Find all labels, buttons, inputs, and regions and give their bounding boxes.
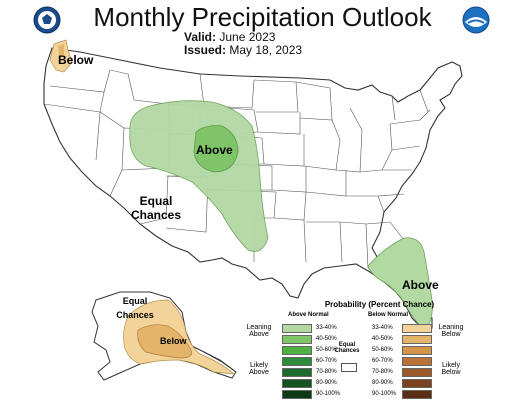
legend-likely-above-line2: Above xyxy=(249,369,269,376)
below-swatch-5 xyxy=(402,379,432,388)
above-swatch-6 xyxy=(282,390,312,399)
issued-value: May 18, 2023 xyxy=(229,43,303,57)
above-bin-label-5: 80-90% xyxy=(316,380,337,386)
above-bin-label-2: 50-60% xyxy=(316,347,337,353)
label-ak-equal-line2: Chances xyxy=(116,310,154,320)
legend-leaning-above-line2: Above xyxy=(249,331,269,338)
below-swatch-6 xyxy=(402,390,432,399)
above-swatch-2 xyxy=(282,346,312,355)
legend-likely-below-line1: Likely xyxy=(442,362,460,369)
valid-label: Valid: xyxy=(184,30,217,44)
above-bin-label-6: 90-100% xyxy=(316,391,341,397)
legend-equal-chances: Equal Chances xyxy=(334,342,360,354)
below-bin-label-5: 80-90% xyxy=(372,380,393,386)
legend-likely-above: Likely Above xyxy=(244,362,274,376)
label-ak-below: Below xyxy=(160,336,187,346)
below-swatch-3 xyxy=(402,357,432,366)
above-bin-label-4: 70-80% xyxy=(316,369,337,375)
legend-likely-below: Likely Below xyxy=(436,362,466,376)
legend-below-header: Below Normal xyxy=(368,312,409,318)
legend-above-header: Above Normal xyxy=(288,312,329,318)
label-equal-chances: Equal Chances xyxy=(126,194,186,222)
below-bin-label-0: 33-40% xyxy=(372,325,393,331)
valid-value: June 2023 xyxy=(219,30,276,44)
legend-equal-line2: Chances xyxy=(334,348,360,354)
above-bin-label-1: 40-50% xyxy=(316,336,337,342)
legend-title: Probability (Percent Chance) xyxy=(324,300,435,309)
below-swatch-1 xyxy=(402,335,432,344)
doc-seal-icon xyxy=(33,6,61,34)
below-bin-label-2: 50-60% xyxy=(372,347,393,353)
legend-leaning-below: Leaning Below xyxy=(436,324,466,338)
label-ak-equal-chances: Equal Chances xyxy=(110,294,160,322)
label-equal-line2: Chances xyxy=(130,208,182,222)
label-equal-line1: Equal xyxy=(139,194,173,208)
legend-leaning-above-line1: Leaning xyxy=(246,324,272,331)
valid-line: Valid: June 2023 xyxy=(184,30,275,44)
above-bin-label-3: 60-70% xyxy=(316,358,337,364)
above-swatch-5 xyxy=(282,379,312,388)
legend-equal-swatch xyxy=(341,363,357,372)
legend-likely-above-line1: Likely xyxy=(250,362,268,369)
label-below-nw: Below xyxy=(58,53,94,67)
above-core-central xyxy=(193,125,239,173)
legend-leaning-below-line2: Below xyxy=(441,331,461,338)
above-swatch-3 xyxy=(282,357,312,366)
label-above-center: Above xyxy=(196,143,233,157)
issued-label: Issued: xyxy=(184,43,227,57)
noaa-logo-icon xyxy=(462,6,490,34)
below-bin-label-4: 70-80% xyxy=(372,369,393,375)
above-swatch-4 xyxy=(282,368,312,377)
legend-leaning-above: Leaning Above xyxy=(244,324,274,338)
issued-line: Issued: May 18, 2023 xyxy=(184,43,302,57)
above-swatch-1 xyxy=(282,335,312,344)
above-swatch-0 xyxy=(282,324,312,333)
legend: Probability (Percent Chance) Above Norma… xyxy=(236,300,523,404)
below-bin-label-6: 90-100% xyxy=(372,391,397,397)
below-bin-label-1: 40-50% xyxy=(372,336,393,342)
page-title: Monthly Precipitation Outlook xyxy=(93,2,432,32)
legend-leaning-below-line1: Leaning xyxy=(438,324,464,331)
label-ak-equal-line1: Equal xyxy=(122,296,148,306)
alaska-below-core xyxy=(137,324,192,359)
above-region-southeast xyxy=(367,237,433,331)
label-above-se: Above xyxy=(402,278,439,292)
legend-equal-line1: Equal xyxy=(338,342,356,348)
below-swatch-2 xyxy=(402,346,432,355)
below-swatch-0 xyxy=(402,324,432,333)
below-bin-label-3: 60-70% xyxy=(372,358,393,364)
legend-likely-below-line2: Below xyxy=(441,369,461,376)
above-bin-label-0: 33-40% xyxy=(316,325,337,331)
below-swatch-4 xyxy=(402,368,432,377)
